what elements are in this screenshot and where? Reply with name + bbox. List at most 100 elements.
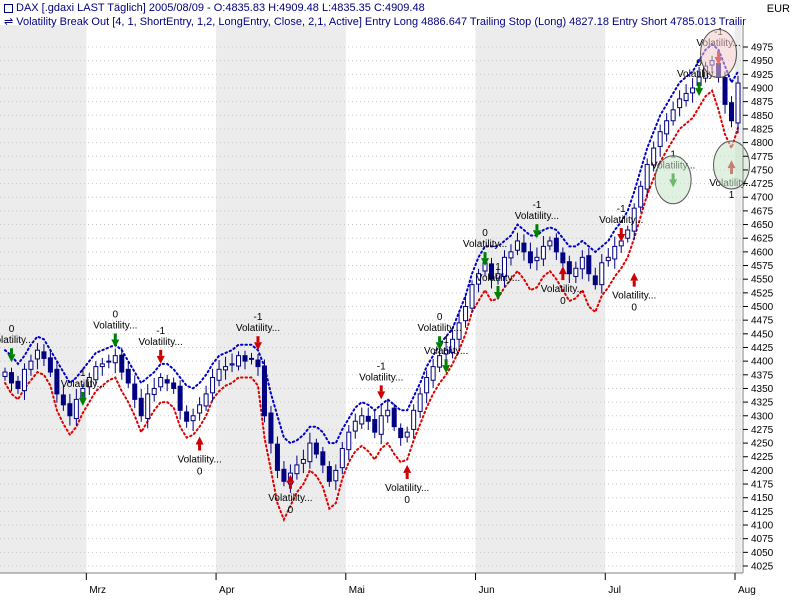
- candle-body: [125, 368, 131, 384]
- candle-body: [184, 411, 190, 422]
- candle-body: [683, 92, 689, 102]
- candle-body: [223, 366, 229, 371]
- double-arrow-icon: ⇌: [4, 16, 14, 28]
- y-tick-label: 4400: [751, 357, 774, 368]
- green-arrow-stem: [113, 333, 117, 340]
- green-down-arrow-icon: [493, 291, 502, 300]
- signal-number: 0: [404, 495, 410, 506]
- signal-label: Volatility...: [177, 455, 221, 466]
- signal-label: Volatility...: [93, 320, 137, 331]
- candle-body: [164, 379, 170, 384]
- candle-body: [411, 409, 417, 430]
- signal-number: 0: [9, 324, 15, 335]
- highlight-circles: [654, 29, 751, 205]
- candle-body: [501, 256, 507, 277]
- candle-body: [378, 415, 384, 435]
- signal-number: 1: [495, 262, 501, 273]
- y-tick-label: 4150: [751, 493, 774, 504]
- red-arrow-stem: [619, 228, 623, 235]
- candle-body: [514, 240, 520, 251]
- red-down-arrow-icon: [617, 234, 626, 243]
- signal-label: Volatility...: [541, 284, 585, 295]
- signal-number: 1: [443, 335, 449, 346]
- signal-label: Volatility...: [385, 483, 429, 494]
- candle-body: [28, 360, 34, 370]
- signal-number: -1: [532, 200, 541, 211]
- candle-body: [404, 431, 410, 438]
- red-up-arrow-icon: [403, 464, 412, 473]
- x-tick-label: Jul: [608, 585, 621, 596]
- candle-body: [352, 420, 358, 432]
- indicator-legend-text: Volatility Break Out [4, 1, ShortEntry, …: [16, 16, 746, 28]
- square-icon: [4, 3, 13, 13]
- candle-body: [553, 237, 559, 253]
- signal-label: Volatility...: [268, 493, 312, 504]
- signal-label: Volatility...: [417, 323, 461, 334]
- green-down-arrow-icon: [78, 397, 87, 406]
- candle-body: [229, 363, 235, 366]
- candle-body: [106, 360, 112, 363]
- y-tick-label: 4625: [751, 234, 774, 245]
- candle-body: [599, 262, 605, 286]
- signal-label: Volatility...: [236, 323, 280, 334]
- red-up-arrow-icon: [630, 272, 639, 281]
- candle-body: [34, 349, 40, 360]
- candle-body: [521, 242, 527, 253]
- y-tick-label: 4350: [751, 384, 774, 395]
- volatility-bands: [4, 42, 739, 523]
- candle-body: [151, 387, 157, 395]
- candle-body: [93, 366, 99, 381]
- x-tick-label: Mai: [349, 585, 365, 596]
- x-tick-label: Apr: [219, 585, 235, 596]
- currency-label: EUR: [766, 3, 790, 15]
- candle-body: [424, 377, 430, 394]
- candle-body: [527, 251, 533, 264]
- red-down-arrow-icon: [253, 342, 262, 351]
- signal-number: 0: [197, 467, 203, 478]
- red-arrow-stem: [632, 280, 636, 287]
- candle-body: [437, 355, 443, 368]
- candle-body: [171, 382, 177, 389]
- candle-body: [534, 256, 540, 262]
- candle-body: [60, 394, 66, 406]
- upper-band-line: [4, 42, 739, 445]
- signal-label: Volatility...: [612, 291, 656, 302]
- y-tick-label: 4200: [751, 466, 774, 477]
- month-band: [216, 25, 346, 573]
- y-tick-label: 4375: [751, 370, 774, 381]
- signal-number: -1: [156, 326, 165, 337]
- candle-body: [670, 109, 676, 122]
- signal-label: Volatility...: [599, 215, 643, 226]
- signal-label: Volatility...: [359, 372, 403, 383]
- candle-body: [657, 131, 663, 147]
- signal-number: 0: [696, 58, 702, 69]
- candle-body: [456, 322, 462, 340]
- candle-body: [586, 255, 592, 275]
- x-tick-label: Mrz: [89, 585, 106, 596]
- candle-body: [385, 409, 391, 417]
- candle-body: [579, 256, 585, 270]
- y-tick-label: 4750: [751, 165, 774, 176]
- signal-number: 0: [437, 312, 443, 323]
- red-arrow-stem: [198, 444, 202, 451]
- candle-body: [67, 403, 73, 417]
- candle-body: [2, 371, 8, 377]
- candle-body: [495, 273, 501, 279]
- signal-number: 0: [631, 303, 637, 314]
- candle-body: [210, 377, 216, 394]
- y-tick-label: 4475: [751, 316, 774, 327]
- y-tick-label: 4800: [751, 138, 774, 149]
- y-tick-label: 4325: [751, 398, 774, 409]
- candle-body: [339, 448, 345, 469]
- candle-body: [294, 464, 300, 475]
- candle-body: [8, 372, 14, 384]
- candle-body: [605, 256, 611, 262]
- y-tick-label: 4700: [751, 193, 774, 204]
- green-down-arrow-icon: [695, 88, 704, 97]
- candle-body: [631, 207, 637, 232]
- candle-body: [132, 383, 138, 400]
- green-down-arrow-icon: [7, 354, 16, 363]
- candle-body: [73, 398, 79, 419]
- candle-body: [216, 368, 222, 381]
- candle-body: [359, 415, 365, 425]
